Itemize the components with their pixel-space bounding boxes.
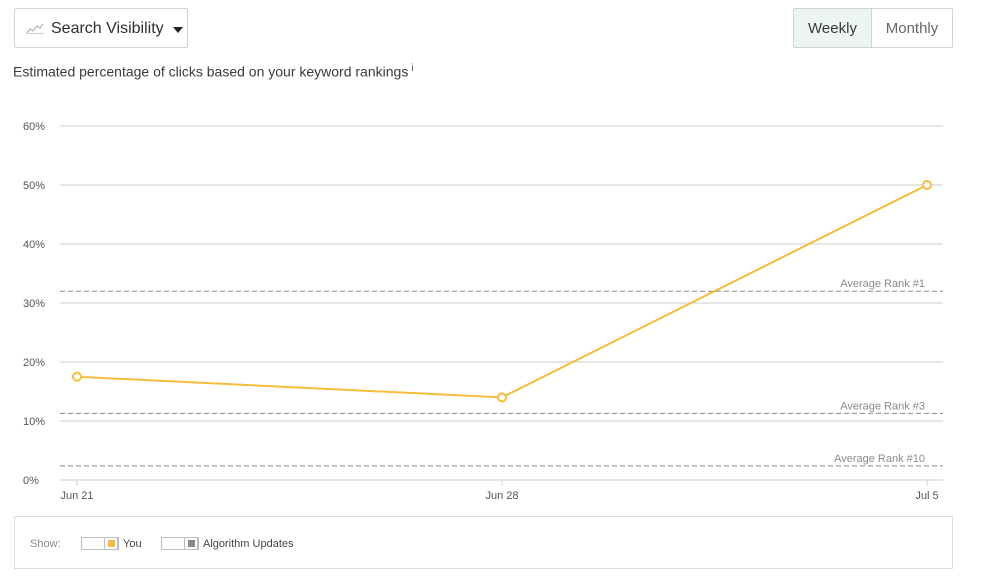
y-tick-label: 0% bbox=[23, 475, 39, 487]
chart-subtitle: Estimated percentage of clicks based on … bbox=[13, 63, 414, 80]
line-chart-icon bbox=[26, 23, 44, 34]
x-tick-label: Jun 28 bbox=[485, 490, 518, 502]
y-tick-label: 20% bbox=[23, 357, 45, 369]
data-point bbox=[922, 180, 932, 190]
reference-line-label: Average Rank #1 bbox=[840, 278, 925, 290]
algorithm-updates-swatch bbox=[188, 540, 195, 547]
weekly-button[interactable]: Weekly bbox=[794, 9, 872, 47]
data-point bbox=[497, 392, 507, 403]
chart-legend: Show: You Algorithm Updates bbox=[14, 516, 953, 569]
monthly-button[interactable]: Monthly bbox=[872, 9, 952, 47]
y-tick-label: 50% bbox=[23, 180, 45, 192]
algorithm-updates-toggle[interactable] bbox=[161, 537, 199, 550]
metric-dropdown-label: Search Visibility bbox=[51, 20, 164, 37]
y-tick-label: 60% bbox=[23, 121, 45, 133]
search-visibility-chart: 0% 10% 20% 30% 40% 50% 60% Average Rank #1 Avera… bbox=[23, 121, 943, 502]
metric-dropdown[interactable]: Search Visibility bbox=[14, 8, 188, 48]
y-tick-label: 40% bbox=[23, 239, 45, 251]
x-tick-label: Jul 5 bbox=[915, 490, 938, 502]
chevron-down-icon bbox=[173, 27, 183, 33]
y-tick-label: 10% bbox=[23, 416, 45, 428]
legend-item-you-label: You bbox=[123, 537, 142, 550]
info-icon[interactable]: i bbox=[411, 63, 414, 74]
legend-show-label: Show: bbox=[30, 538, 61, 550]
x-tick-label: Jun 21 bbox=[60, 490, 93, 502]
legend-item-algorithm-updates-label: Algorithm Updates bbox=[203, 537, 294, 550]
period-toggle: Weekly Monthly bbox=[793, 8, 953, 48]
legend-item-you[interactable]: You bbox=[81, 537, 142, 550]
reference-line-label: Average Rank #3 bbox=[840, 400, 925, 412]
you-swatch bbox=[108, 540, 115, 547]
data-point bbox=[72, 371, 82, 382]
legend-item-algorithm-updates[interactable]: Algorithm Updates bbox=[161, 537, 294, 550]
y-tick-label: 30% bbox=[23, 298, 45, 310]
you-toggle[interactable] bbox=[81, 537, 119, 550]
chart-subtitle-text: Estimated percentage of clicks based on … bbox=[13, 63, 409, 80]
reference-line-label: Average Rank #10 bbox=[834, 453, 925, 465]
